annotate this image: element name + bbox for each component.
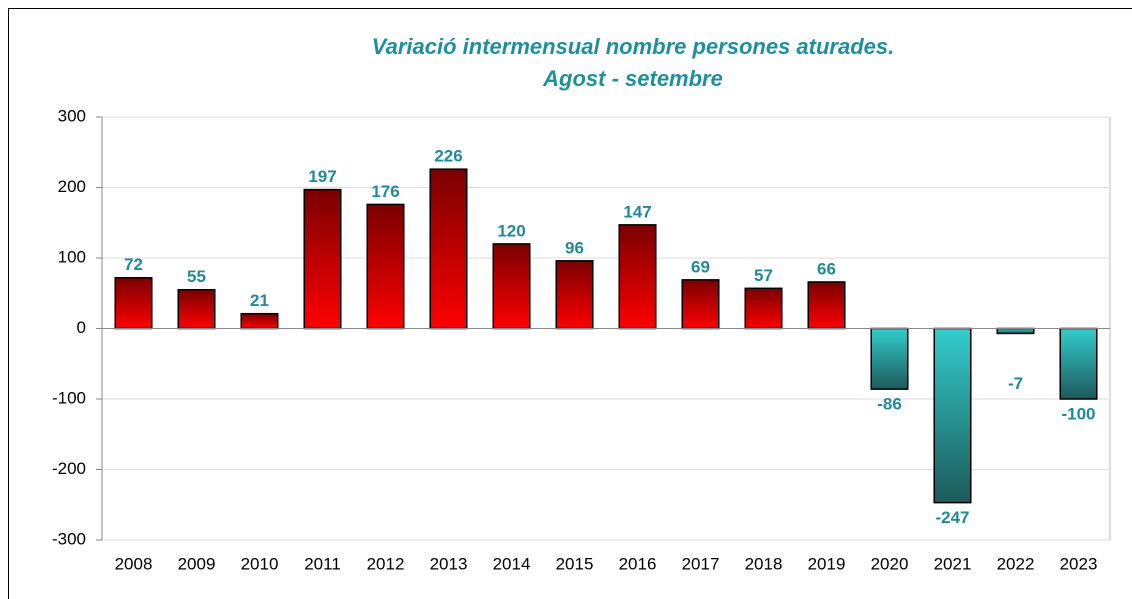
x-tick-label: 2013 — [430, 554, 468, 573]
x-tick-label: 2010 — [241, 554, 279, 573]
y-tick-label: 300 — [58, 106, 86, 125]
bar — [681, 279, 720, 330]
x-tick-label: 2015 — [556, 554, 594, 573]
x-tick-label: 2012 — [367, 554, 405, 573]
x-tick-label: 2023 — [1060, 554, 1098, 573]
value-label: 69 — [691, 257, 710, 276]
y-tick-label: -100 — [52, 388, 86, 407]
value-label: 147 — [623, 202, 651, 221]
value-label: 55 — [187, 267, 206, 286]
bar — [303, 188, 342, 330]
bar — [618, 224, 657, 330]
x-tick-label: 2009 — [178, 554, 216, 573]
value-label: -100 — [1061, 404, 1095, 423]
value-label: 96 — [565, 238, 584, 257]
x-tick-label: 2017 — [682, 554, 720, 573]
bar — [807, 281, 846, 330]
x-tick-label: 2016 — [619, 554, 657, 573]
value-label: 176 — [371, 182, 399, 201]
value-label: 197 — [308, 167, 336, 186]
bar — [366, 203, 405, 330]
bar — [870, 327, 909, 390]
x-tick-label: 2020 — [871, 554, 909, 573]
bar — [933, 327, 972, 504]
x-tick-label: 2011 — [304, 554, 341, 573]
value-label: 21 — [250, 291, 269, 310]
bar — [240, 312, 279, 330]
bar — [744, 287, 783, 330]
value-label: 72 — [124, 255, 143, 274]
chart-subtitle: Agost - setembre — [542, 66, 723, 91]
bar — [492, 243, 531, 330]
x-tick-label: 2014 — [493, 554, 531, 573]
bar — [177, 288, 216, 330]
y-tick-label: 0 — [77, 318, 86, 337]
x-tick-label: 2019 — [808, 554, 846, 573]
value-label: -247 — [935, 508, 969, 527]
x-tick-label: 2022 — [997, 554, 1035, 573]
bar — [1059, 327, 1098, 400]
y-tick-label: 100 — [58, 247, 86, 266]
x-tick-label: 2021 — [934, 554, 972, 573]
bar — [996, 327, 1035, 335]
chart-title: Variació intermensual nombre persones at… — [372, 34, 894, 59]
y-tick-label: -300 — [52, 529, 86, 548]
value-label: 57 — [754, 266, 773, 285]
value-label: -86 — [877, 395, 902, 414]
chart-border — [8, 8, 1132, 599]
value-label: -7 — [1008, 374, 1023, 393]
bar — [555, 260, 594, 330]
y-tick-label: 200 — [58, 177, 86, 196]
value-label: 226 — [434, 147, 462, 166]
bar — [114, 276, 153, 330]
x-tick-label: 2008 — [115, 554, 153, 573]
value-label: 120 — [497, 221, 525, 240]
y-tick-label: -200 — [52, 459, 86, 478]
bar — [429, 168, 468, 330]
x-tick-label: 2018 — [745, 554, 783, 573]
value-label: 66 — [817, 259, 836, 278]
